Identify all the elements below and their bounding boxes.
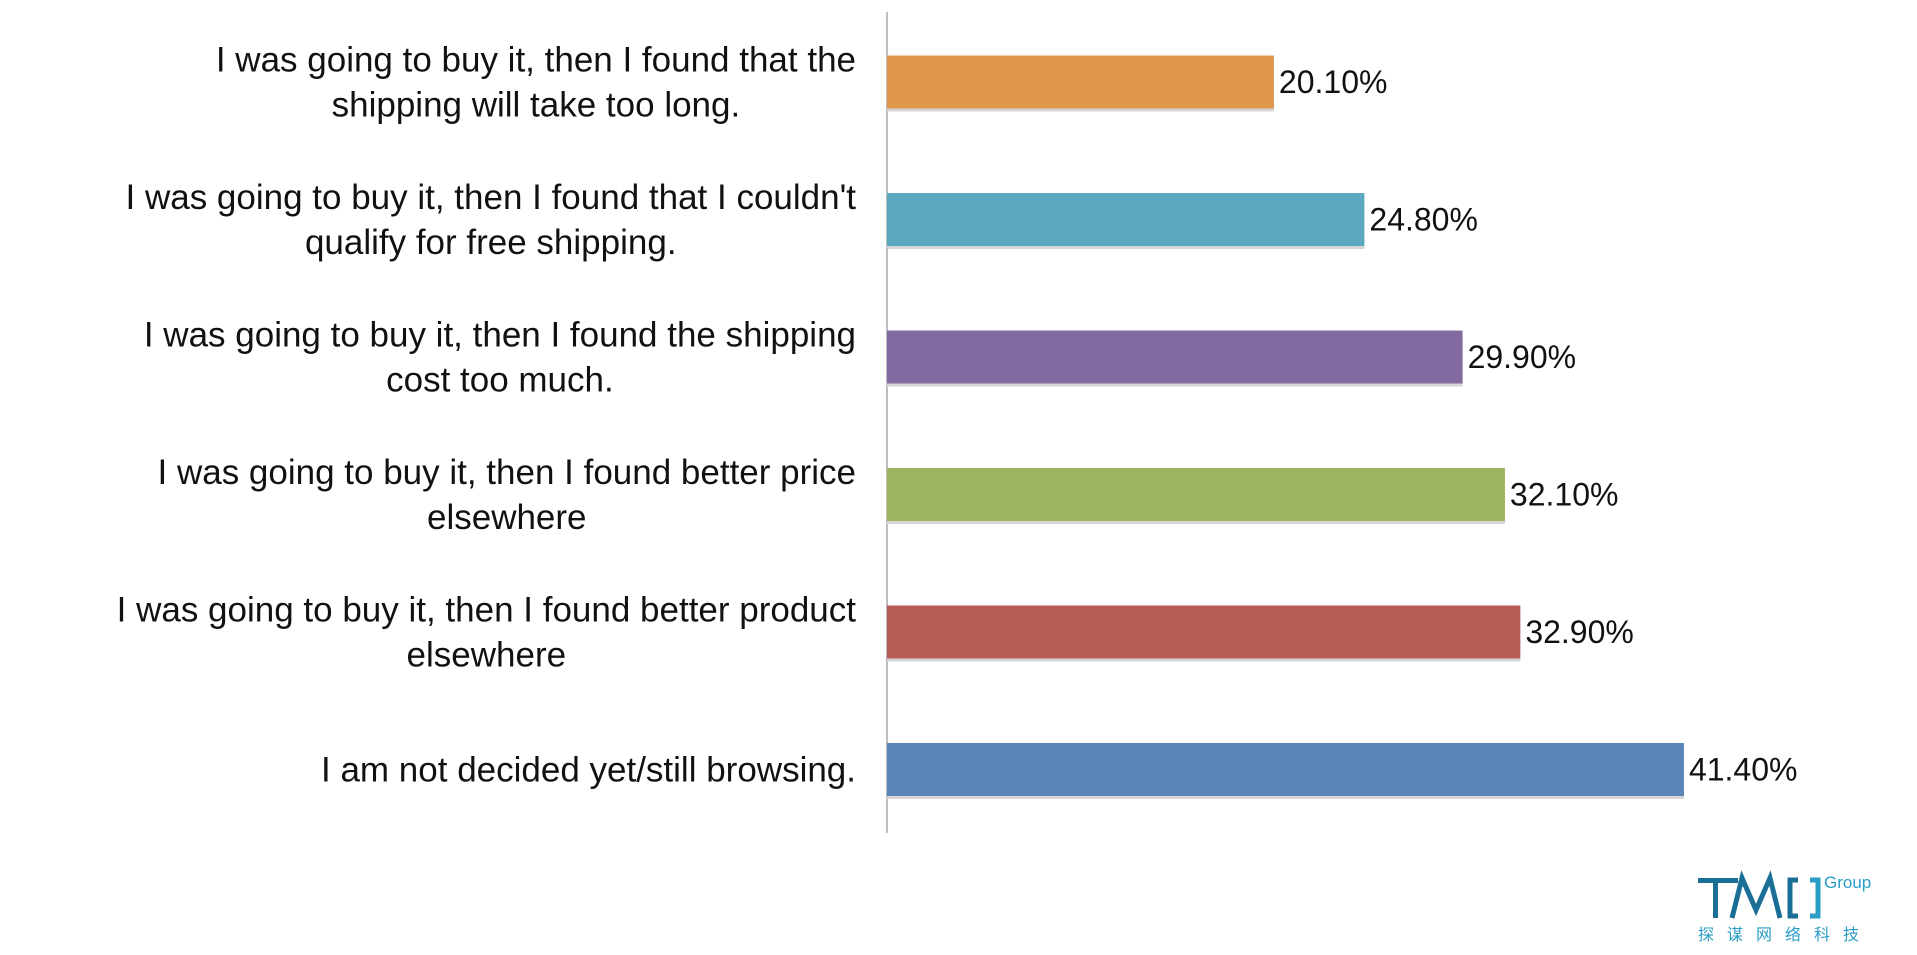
tmo-logo-mark [1698,870,1821,919]
category-label-0-line-0: I was going to buy it, then I found that… [216,41,856,80]
data-label-5: 41.40% [1689,752,1798,788]
tmo-group-logo: Group 探谋网络科技 [1698,870,1872,944]
category-label-0-line-1: shipping will take too long. [332,86,741,125]
category-label-2-line-0: I was going to buy it, then I found the … [144,316,856,355]
category-label-1-line-0: I was going to buy it, then I found that… [126,178,857,217]
category-label-3-line-0: I was going to buy it, then I found bett… [158,453,856,492]
bar-1 [887,193,1365,246]
category-label-4-line-0: I was going to buy it, then I found bett… [117,591,857,630]
bar-4 [887,605,1521,659]
bar-0 [887,55,1274,109]
bars: 20.10% I was going to buy it, then I foun… [117,41,1798,799]
category-label-3-line-1: elsewhere [427,498,587,537]
logo-subtitle: 探谋网络科技 [1698,925,1872,944]
data-label-4: 32.90% [1525,614,1634,650]
data-label-2: 29.90% [1468,339,1577,375]
logo-group-text: Group [1824,873,1871,892]
category-label-2-line-1: cost too much. [386,361,614,400]
bar-2 [887,330,1463,384]
category-label-5-line-0: I am not decided yet/still browsing. [321,751,856,790]
category-label-1-line-1: qualify for free shipping. [305,223,677,262]
bar-5 [887,743,1684,796]
bar-3 [887,468,1505,521]
data-label-3: 32.10% [1510,477,1619,513]
data-label-0: 20.10% [1279,64,1388,100]
category-label-4-line-1: elsewhere [407,636,567,675]
data-label-1: 24.80% [1369,202,1478,238]
